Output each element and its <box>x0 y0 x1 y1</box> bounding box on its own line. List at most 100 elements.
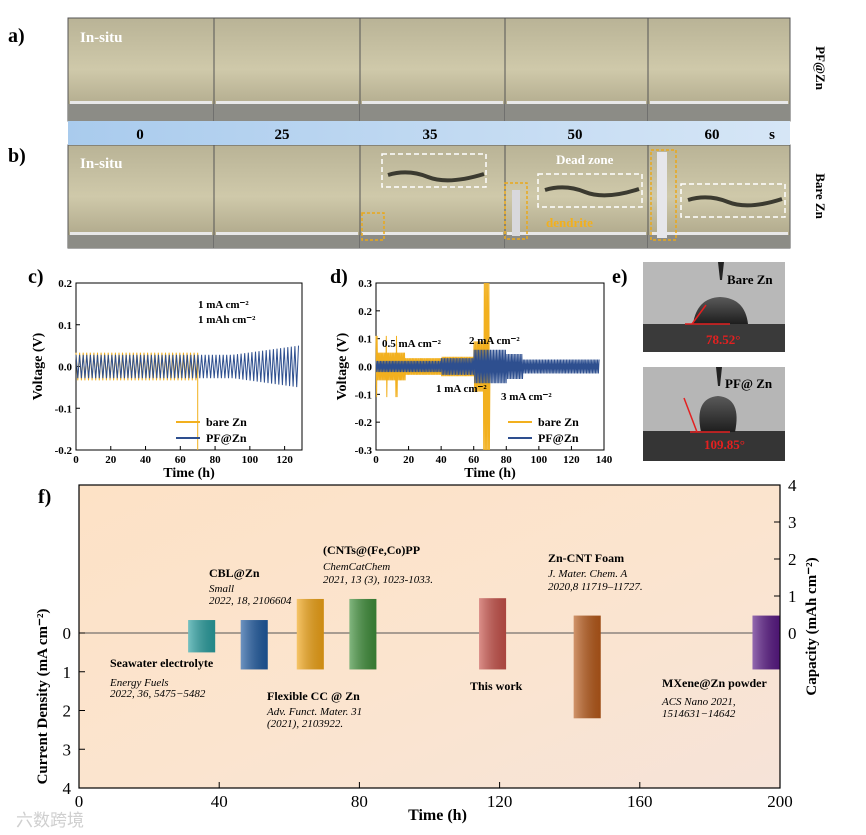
time-tick-50: 50 <box>568 127 583 143</box>
electrode-strip <box>360 235 505 248</box>
series-pf-zn <box>75 345 299 388</box>
bar-journal: J. Mater. Chem. A <box>548 568 628 580</box>
photo-frame <box>647 144 791 249</box>
x-axis-label: Time (h) <box>163 466 215 481</box>
legend-label-bare-zn: bare Zn <box>538 415 579 429</box>
plot-frame <box>75 282 303 451</box>
bar-shade <box>573 615 601 719</box>
bar-label: Seawater electrolyte <box>110 656 214 670</box>
y-axis-label: Voltage (V) <box>335 332 350 400</box>
photo-frame-pf <box>647 17 791 122</box>
photo-frame-pf <box>213 17 361 122</box>
x-tick-label: 40 <box>436 454 448 466</box>
dead-zone-box-2 <box>537 173 643 208</box>
annotation-current-density: 2 mA cm⁻² <box>469 335 520 347</box>
y-tick-label-right: 2 <box>788 550 797 569</box>
bar-label: Zn-CNT Foam <box>548 551 624 565</box>
x-tick-label: 80 <box>351 792 368 811</box>
dead-zone-streak <box>687 195 783 208</box>
electrode-edge <box>70 101 212 104</box>
annotation-current: 1 mA cm⁻² <box>198 299 249 311</box>
electrode-edge <box>362 101 503 104</box>
electrode-edge <box>216 101 358 104</box>
time-tick-25: 25 <box>275 127 290 143</box>
dead-zone-box-3 <box>680 183 786 218</box>
contact-label-pf: PF@ Zn <box>725 376 773 391</box>
series-pf-zn <box>375 349 600 384</box>
dead-zone-streak <box>387 170 485 183</box>
x-tick-label: 100 <box>242 454 259 466</box>
x-tick-label: 140 <box>596 454 613 466</box>
x-tick-label: 100 <box>531 454 548 466</box>
x-tick-label: 160 <box>627 792 653 811</box>
dendrite-growth <box>657 152 667 238</box>
electrode-edge <box>70 232 212 235</box>
droplet-bare <box>693 297 748 324</box>
bar-reference: 2022, 36, 5475−5482 <box>110 688 206 700</box>
droplet-pf <box>699 396 737 432</box>
contact-angle-pf: PF@ Zn 109.85° <box>643 367 785 461</box>
side-label-pf-zn: PF@Zn <box>813 46 828 91</box>
y-tick-label: -0.1 <box>355 389 372 401</box>
y-tick-label-right: 3 <box>788 513 797 532</box>
plot-frame <box>78 484 781 789</box>
panel-label-c: c) <box>28 266 44 288</box>
time-unit: s <box>769 127 775 143</box>
bar-journal: ACS Nano 2021, <box>661 696 736 708</box>
time-ticks: 0 25 35 50 60 s <box>136 127 775 143</box>
contact-angle-bare: Bare Zn 78.52° <box>643 262 785 352</box>
bar-reference: 2022, 18, 2106604 <box>209 595 292 607</box>
x-tick-label: 20 <box>105 454 117 466</box>
chart-c: 0.2 0.1 0.0 -0.1 -0.20 20 40 60 80 100 120 Time (h)… <box>31 278 303 481</box>
electrode-strip <box>505 104 648 121</box>
electrode-strip <box>68 104 214 121</box>
dendrite-box-1 <box>361 212 385 241</box>
annotation-current-density: 0.5 mA cm⁻² <box>382 338 442 350</box>
dead-zone-label: Dead zone <box>556 152 614 167</box>
x-tick-label: 0 <box>73 454 79 466</box>
y-tick-label: 0.0 <box>58 362 72 374</box>
photo-frame-pf <box>504 17 649 122</box>
y-tick-label: -0.3 <box>355 445 373 457</box>
dendrite-box-3 <box>650 149 677 241</box>
time-tick-60: 60 <box>705 127 720 143</box>
y-axis-label-left: Current Density (mA cm⁻²) <box>35 609 51 785</box>
pf-zn-photo-strip <box>67 17 791 122</box>
electrode-edge <box>216 232 358 235</box>
y-tick-label: -0.2 <box>55 445 73 457</box>
contact-angle-pf-value: 109.85° <box>704 437 745 452</box>
photo-frame-bare <box>504 144 649 249</box>
annotation-capacity: 1 mAh cm⁻² <box>198 314 256 326</box>
bar-shade <box>752 615 780 670</box>
x-tick-label: 60 <box>175 454 187 466</box>
x-axis-label: Time (h) <box>464 466 516 481</box>
needle-icon <box>716 367 722 386</box>
chart-d: 0.3 0.2 0.1 0.0 -0.1 -0.2 -0.30 20 40 60 80 100 120 1… <box>335 278 613 481</box>
bar-shade <box>240 620 268 670</box>
electrode-strip <box>505 235 648 248</box>
photo-frame-bare <box>67 144 215 249</box>
dendrite-growth <box>512 190 520 236</box>
bar-journal: Adv. Funct. Mater. 31 <box>266 706 362 718</box>
insitu-label-bottom: In-situ <box>80 156 123 172</box>
time-tick-0: 0 <box>136 127 144 143</box>
bar-shade <box>349 598 377 670</box>
y-tick-label: 0.3 <box>358 278 372 290</box>
electrode-strip <box>214 235 360 248</box>
bare-zn-photo-strip <box>67 144 791 249</box>
y-tick-label: -0.1 <box>55 403 72 415</box>
y-tick-label-right: 0 <box>788 624 797 643</box>
x-tick-label: 20 <box>403 454 415 466</box>
dendrite-box-2 <box>504 182 528 240</box>
x-tick-label: 80 <box>501 454 513 466</box>
x-tick-label: 0 <box>75 792 84 811</box>
bar-journal: Energy Fuels <box>109 677 169 689</box>
bar-journal: ChemCatChem <box>323 561 390 573</box>
bar-reference: 2020,8 11719–11727. <box>548 581 643 593</box>
photo-frame <box>67 144 215 249</box>
x-tick-label: 40 <box>140 454 152 466</box>
panel-label-f: f) <box>38 486 51 508</box>
legend-label-bare-zn: bare Zn <box>206 415 247 429</box>
